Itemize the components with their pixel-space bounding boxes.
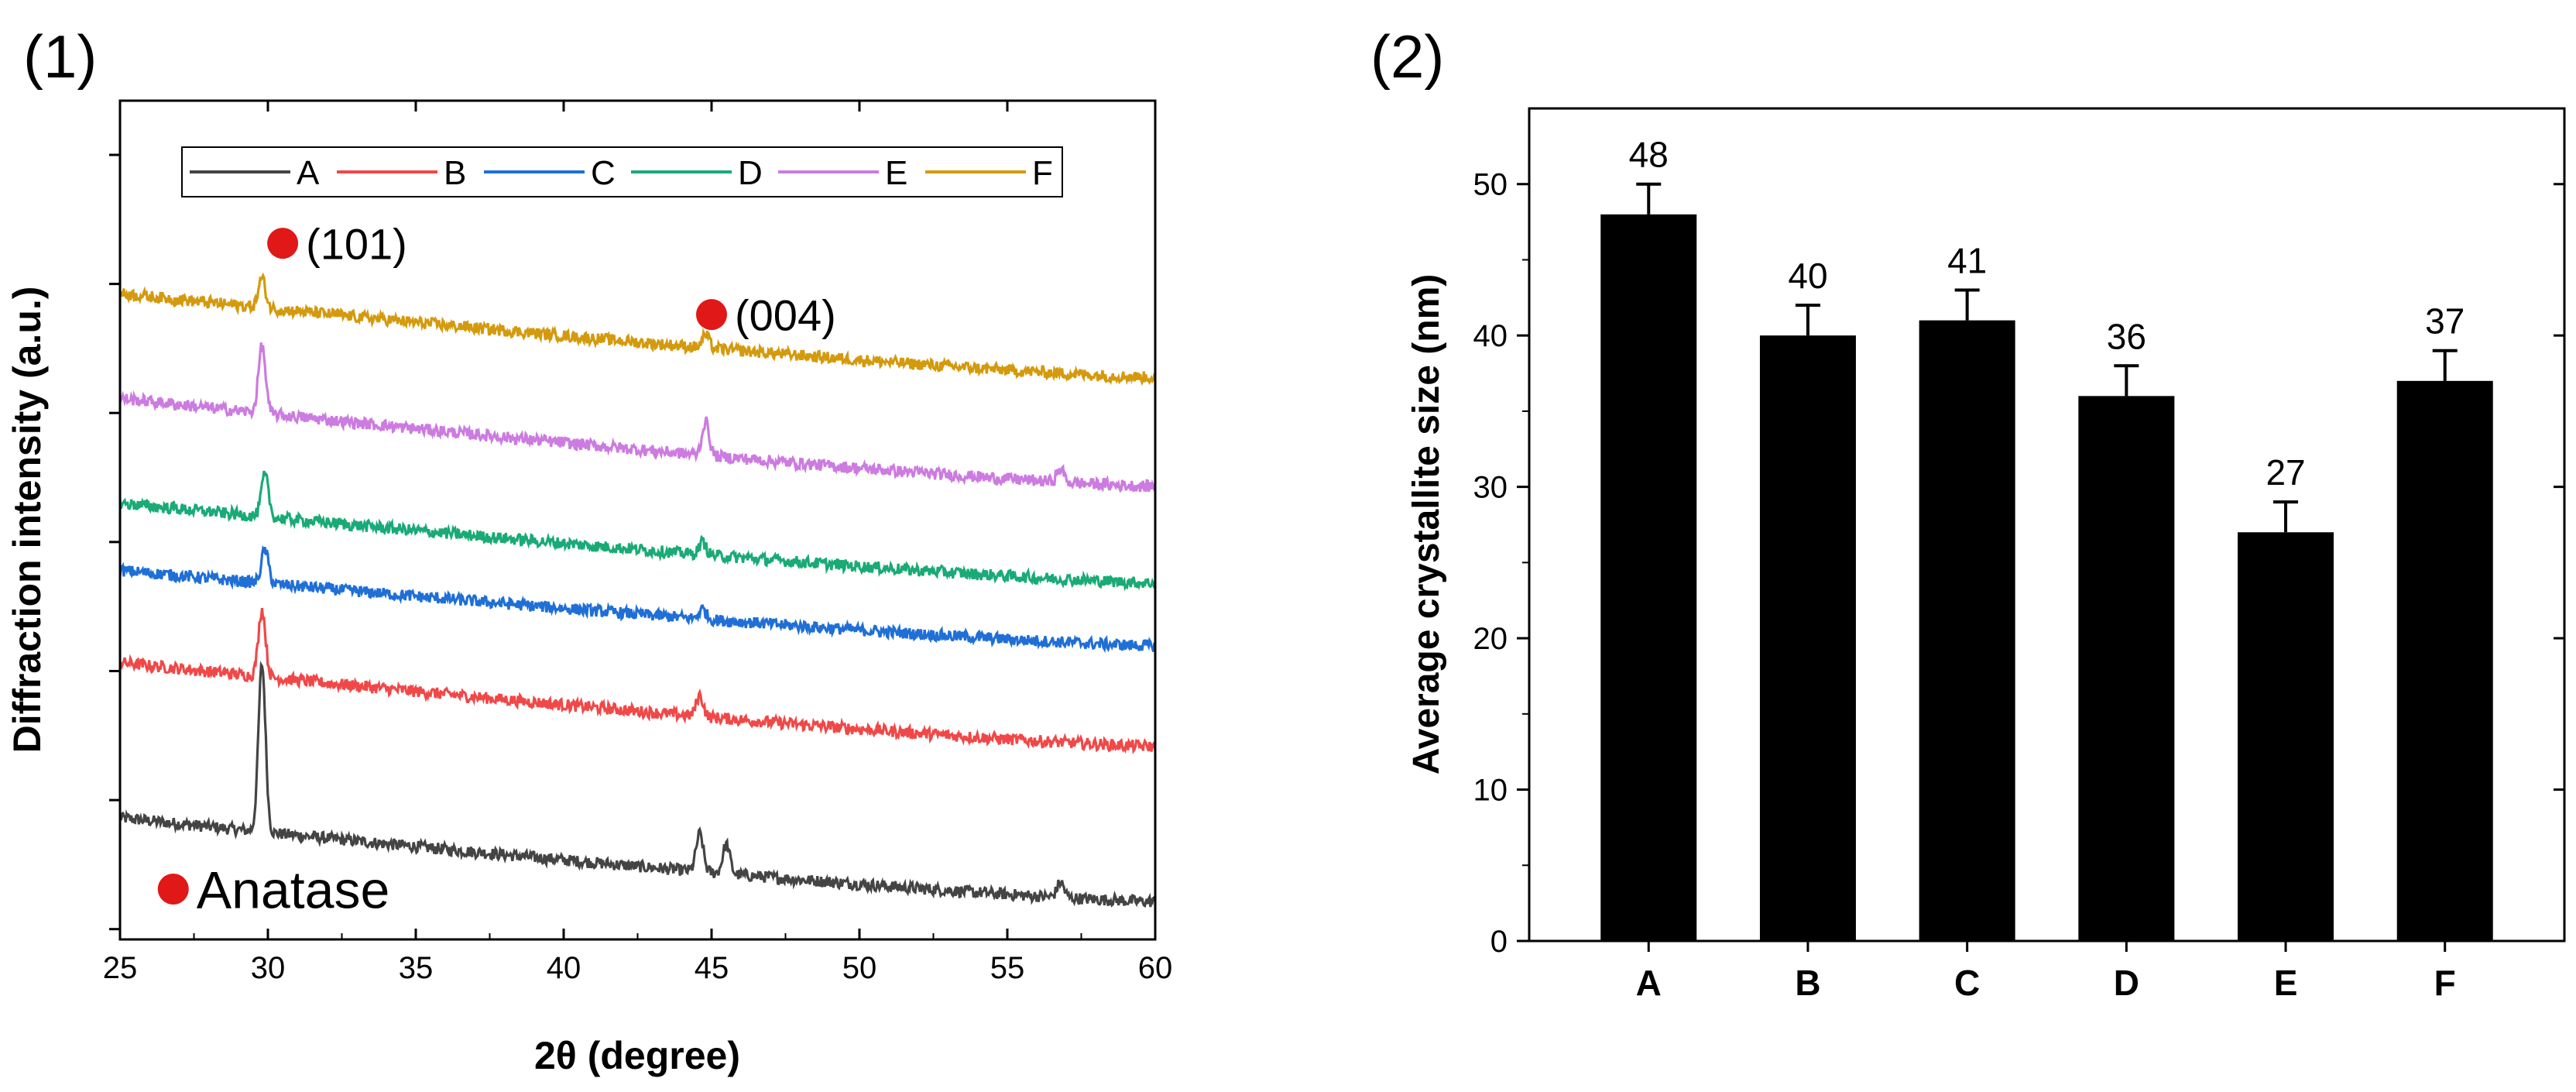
series-F-line bbox=[118, 272, 1156, 386]
xrd-series-group bbox=[118, 272, 1157, 908]
legend-label-A: A bbox=[297, 154, 320, 192]
x-tick-label-C: C bbox=[1954, 963, 1980, 1003]
legend-label-F: F bbox=[1032, 154, 1053, 192]
legend-label-B: B bbox=[444, 154, 466, 192]
panel-2-label: (2) bbox=[1370, 22, 1444, 91]
panel-2-y-ticks: 0 10 20 30 40 50 bbox=[1473, 168, 2564, 959]
data-label-B: 40 bbox=[1788, 256, 1827, 296]
y-tick-label: 40 bbox=[1473, 319, 1508, 353]
bar-E bbox=[2238, 532, 2334, 941]
x-tick-label: 30 bbox=[251, 951, 286, 985]
panel-1-x-ticks: 25 30 35 40 45 50 55 60 bbox=[103, 101, 1173, 985]
bar-D bbox=[2078, 396, 2175, 941]
annotation-label: (004) bbox=[735, 290, 836, 339]
panel-2-y-axis-label: Average crystallite size (nm) bbox=[1406, 274, 1447, 775]
panel-1-y-axis-label: Diffraction intensity (a.u.) bbox=[5, 287, 49, 754]
y-tick-label: 50 bbox=[1473, 168, 1508, 202]
panel-1-legend: A B C D E F bbox=[181, 146, 1063, 197]
x-tick-label: 50 bbox=[842, 951, 877, 985]
panel-1-annotations: (101) (004) Anatase bbox=[157, 219, 836, 920]
x-tick-label-A: A bbox=[1636, 963, 1662, 1003]
x-tick-label: 40 bbox=[547, 951, 581, 985]
bar-F bbox=[2396, 380, 2493, 941]
panel-1-label: (1) bbox=[23, 22, 97, 91]
y-tick-label: 30 bbox=[1473, 471, 1508, 505]
y-tick-label: 0 bbox=[1490, 925, 1508, 959]
crystallite-bars-group: 48 40 41 36 27 37 bbox=[1600, 135, 2493, 941]
data-label-A: 48 bbox=[1629, 135, 1669, 175]
series-C-line bbox=[118, 544, 1156, 654]
y-tick-label: 10 bbox=[1473, 774, 1508, 808]
x-tick-label: 35 bbox=[399, 951, 434, 985]
x-tick-label-E: E bbox=[2274, 963, 2298, 1003]
bar-B bbox=[1759, 335, 1856, 941]
series-A-line bbox=[118, 661, 1157, 908]
data-label-F: 37 bbox=[2425, 301, 2465, 342]
bar-C bbox=[1919, 320, 2015, 941]
x-tick-label-B: B bbox=[1795, 963, 1820, 1003]
x-tick-label: 25 bbox=[103, 951, 138, 985]
bar-A bbox=[1600, 214, 1697, 941]
data-label-C: 41 bbox=[1947, 241, 1987, 281]
legend-label-D: D bbox=[738, 154, 763, 192]
annotation-marker bbox=[696, 299, 727, 331]
annotation-label: Anatase bbox=[197, 861, 390, 920]
x-tick-label: 55 bbox=[990, 951, 1025, 985]
x-tick-label-D: D bbox=[2114, 963, 2139, 1003]
series-E-line bbox=[118, 342, 1156, 493]
legend-label-E: E bbox=[885, 154, 907, 192]
legend-box bbox=[181, 146, 1063, 197]
series-D-line bbox=[118, 470, 1157, 592]
series-B-line bbox=[118, 608, 1157, 755]
panel-1-y-ticks bbox=[109, 153, 120, 931]
panel-1-x-axis-label: 2θ (degree) bbox=[534, 1034, 740, 1077]
annotation-marker bbox=[267, 228, 299, 259]
x-tick-label: 60 bbox=[1138, 951, 1173, 985]
legend-label-C: C bbox=[591, 154, 616, 192]
panel-2-x-ticks: A B C D E F bbox=[1636, 941, 2456, 1003]
annotation-label: (101) bbox=[306, 219, 407, 268]
data-label-E: 27 bbox=[2266, 452, 2305, 493]
data-label-D: 36 bbox=[2107, 316, 2146, 356]
y-tick-label: 20 bbox=[1473, 622, 1508, 656]
x-tick-label: 45 bbox=[695, 951, 729, 985]
panel-2-plot-frame bbox=[1528, 107, 2566, 943]
annotation-marker bbox=[157, 874, 189, 905]
x-tick-label-F: F bbox=[2434, 963, 2456, 1003]
